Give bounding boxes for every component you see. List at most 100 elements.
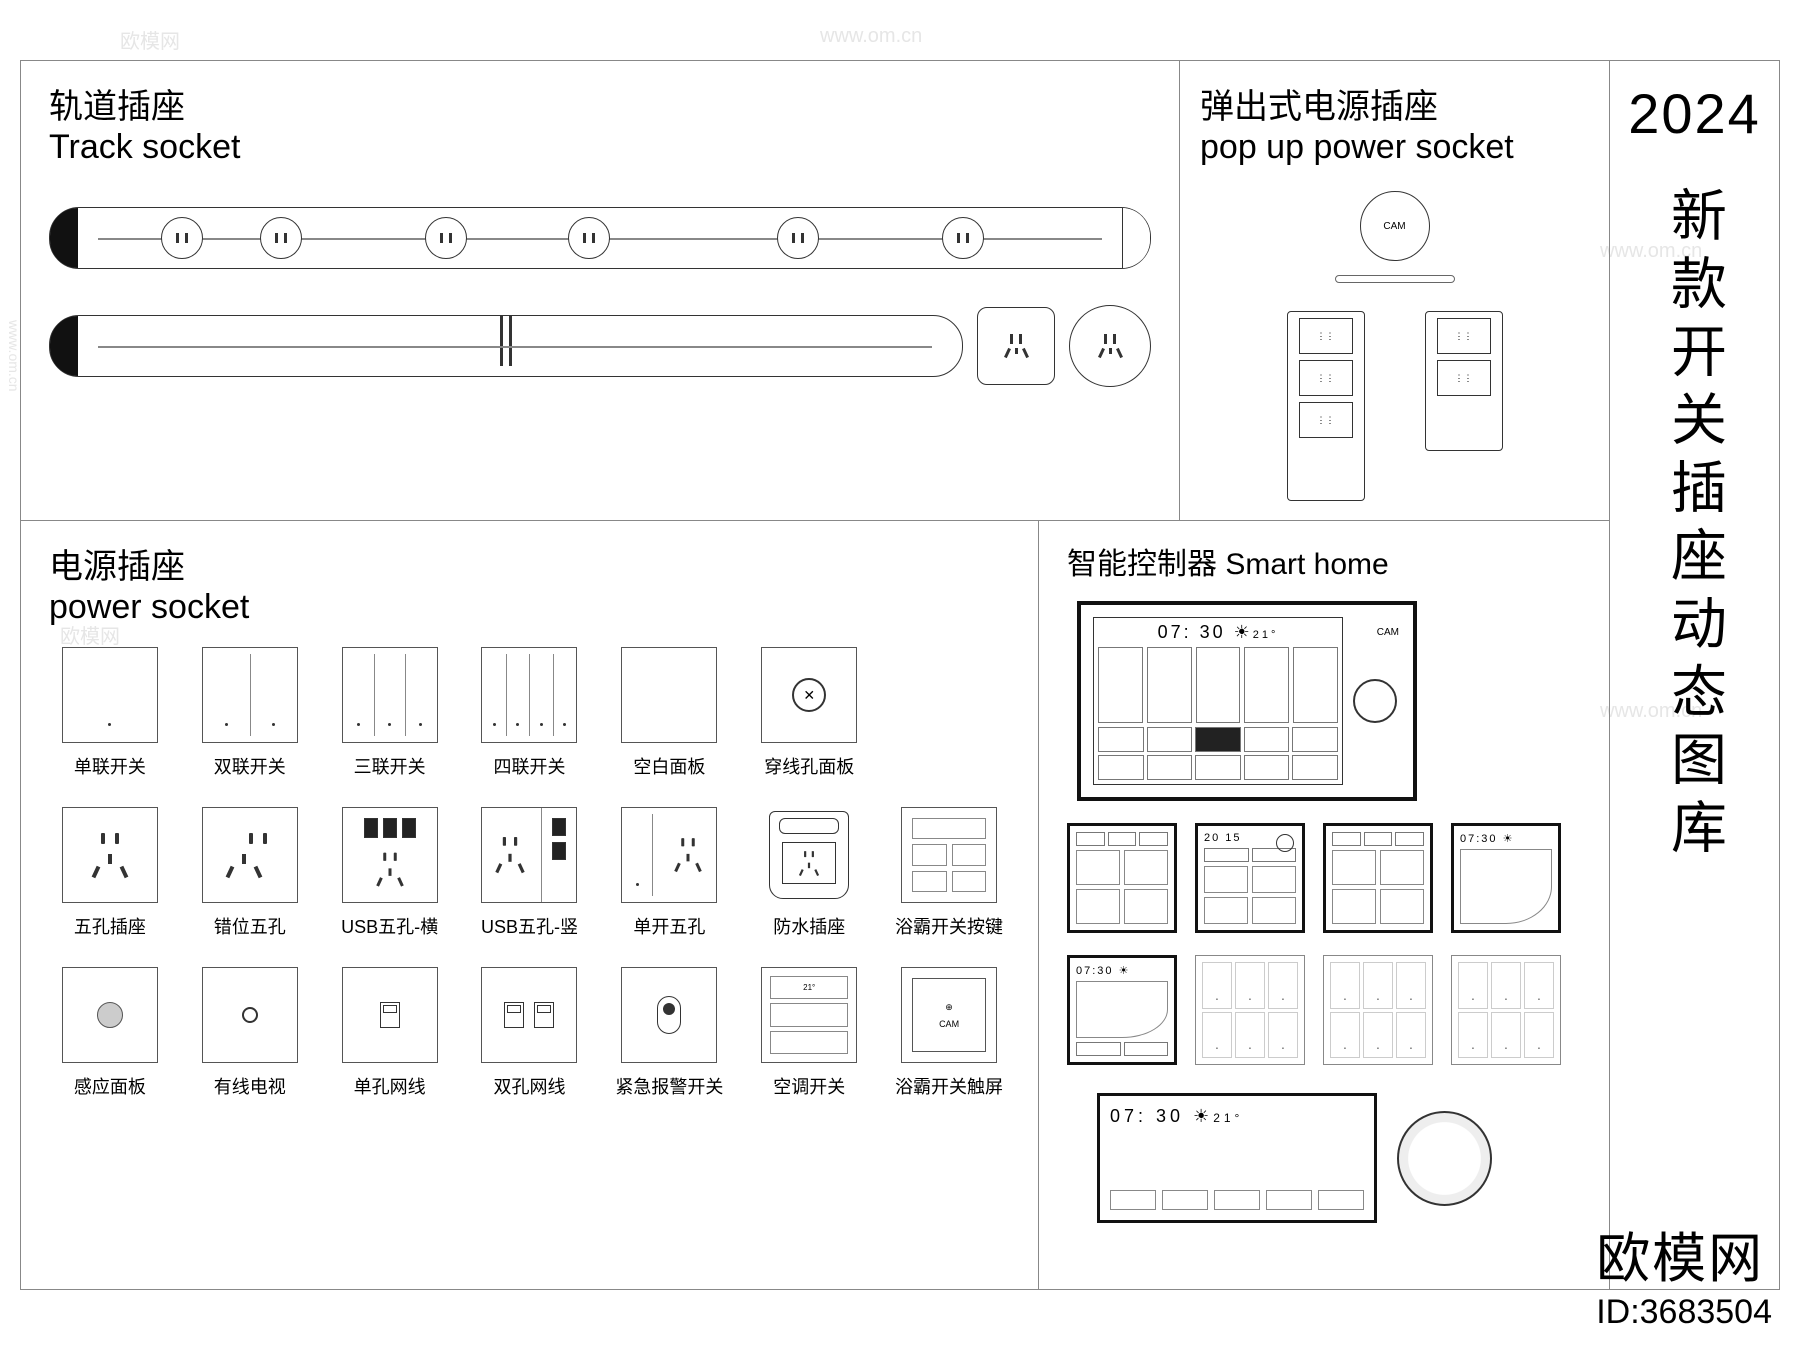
popup-title-en: pop up power socket	[1200, 128, 1514, 167]
socket-item: 错位五孔	[189, 807, 311, 939]
bottom-row: 电源插座 power socket 单联开关 双联开关 三联开关 四联开关 空白面板 穿线…	[21, 521, 1609, 1289]
socket-label: 双联开关	[214, 753, 286, 779]
socket-label: 四联开关	[493, 753, 565, 779]
socket-label: 穿线孔面板	[764, 753, 854, 779]
smart-big-cam-label: CAM	[1377, 627, 1399, 638]
track-socket-panel: 轨道插座 Track socket	[21, 61, 1179, 520]
socket-item: USB五孔-横	[329, 807, 451, 939]
socket-label: 感应面板	[74, 1073, 146, 1099]
main-column: 轨道插座 Track socket	[21, 61, 1609, 1289]
smart-panel-small	[1195, 955, 1305, 1065]
socket-item: 五孔插座	[49, 807, 171, 939]
socket-item: 穿线孔面板	[748, 647, 870, 779]
socket-plate-icon	[761, 647, 857, 743]
smart-panel-small	[1323, 955, 1433, 1065]
socket-label: USB五孔-横	[341, 913, 438, 939]
top-row: 轨道插座 Track socket	[21, 61, 1609, 521]
smart-title: 智能控制器 Smart home	[1067, 539, 1589, 583]
socket-item: 单联开关	[49, 647, 171, 779]
socket-plate-icon	[62, 967, 158, 1063]
outlet-round-icon	[1069, 305, 1151, 387]
socket-item: 双孔网线	[469, 967, 591, 1099]
socket-item: ⊕CAM浴霸开关触屏	[888, 967, 1010, 1099]
socket-item: 三联开关	[329, 647, 451, 779]
smart-rotary-knob-icon	[1397, 1111, 1492, 1206]
socket-item: 单孔网线	[329, 967, 451, 1099]
smart-row-2: 07:30 ☀	[1067, 955, 1589, 1065]
socket-label: 紧急报警开关	[615, 1073, 723, 1099]
smart-big-temp: 21°	[1253, 629, 1279, 641]
socket-item: 浴霸开关按键	[888, 807, 1010, 939]
smart-bottom-temp: 21°	[1213, 1111, 1243, 1125]
socket-item: 单开五孔	[608, 807, 730, 939]
socket-label: 单联开关	[74, 753, 146, 779]
socket-label: 有线电视	[214, 1073, 286, 1099]
socket-plate-icon	[342, 807, 438, 903]
socket-plate-icon: 21°	[761, 967, 857, 1063]
track-strip-2	[49, 315, 963, 377]
socket-plate-icon	[62, 807, 158, 903]
socket-plate-icon	[202, 647, 298, 743]
smart-panel-small	[1067, 823, 1177, 933]
socket-item: USB五孔-竖	[469, 807, 591, 939]
popup-tower-short: ⋮⋮⋮⋮	[1425, 311, 1503, 451]
socket-plate-icon	[481, 807, 577, 903]
smart-panel-small: 20 15	[1195, 823, 1305, 933]
popup-slot-icon	[1335, 275, 1455, 283]
track-title-zh: 轨道插座	[49, 79, 1151, 128]
smart-panel-small	[1323, 823, 1433, 933]
smart-bottom-row: 07: 30 ☀21°	[1067, 1093, 1589, 1223]
faint-watermark: www.om.cn	[820, 25, 922, 48]
power-title-zh: 电源插座	[49, 539, 1010, 588]
socket-item: 紧急报警开关	[608, 967, 730, 1099]
power-socket-grid: 单联开关 双联开关 三联开关 四联开关 空白面板 穿线孔面板 五孔插座 错位五孔 USB五…	[49, 647, 1010, 1099]
socket-plate-icon	[342, 647, 438, 743]
socket-plate-icon	[761, 807, 857, 903]
smart-big-knob-icon	[1353, 679, 1397, 723]
socket-label: 三联开关	[354, 753, 426, 779]
smart-display-wide: 07: 30 ☀21°	[1097, 1093, 1377, 1223]
socket-item: 四联开关	[469, 647, 591, 779]
socket-plate-icon	[62, 647, 158, 743]
smart-bottom-time: 07: 30	[1110, 1106, 1184, 1126]
socket-plate-icon	[621, 807, 717, 903]
socket-plate-icon	[901, 807, 997, 903]
socket-plate-icon	[342, 967, 438, 1063]
socket-plate-icon	[621, 967, 717, 1063]
socket-plate-icon	[481, 647, 577, 743]
popup-title-zh: 弹出式电源插座	[1200, 79, 1438, 128]
smart-panel-small	[1451, 955, 1561, 1065]
socket-item: 感应面板	[49, 967, 171, 1099]
socket-label: 双孔网线	[493, 1073, 565, 1099]
watermark-id: ID:3683504	[1596, 1293, 1772, 1332]
socket-label: USB五孔-竖	[481, 913, 578, 939]
power-socket-panel: 电源插座 power socket 单联开关 双联开关 三联开关 四联开关 空白面板 穿线…	[21, 521, 1039, 1289]
socket-label: 防水插座	[773, 913, 845, 939]
socket-item: 21° 空调开关	[748, 967, 870, 1099]
power-title-en: power socket	[49, 588, 1010, 627]
right-title-column: 2024 新款开关插座动态图库	[1609, 61, 1779, 1289]
smart-controller-large: 07: 30 ☀21° CAM	[1077, 601, 1417, 801]
socket-plate-icon	[621, 647, 717, 743]
smart-row-1: 20 15 07:30 ☀	[1067, 823, 1589, 933]
socket-plate-icon	[202, 807, 298, 903]
socket-plate-icon	[202, 967, 298, 1063]
socket-label: 单开五孔	[633, 913, 705, 939]
popup-socket-panel: 弹出式电源插座 pop up power socket CAM ⋮⋮⋮⋮⋮⋮ ⋮…	[1179, 61, 1609, 520]
socket-label: 浴霸开关按键	[895, 913, 1003, 939]
smart-big-time: 07: 30	[1158, 622, 1226, 642]
socket-label: 错位五孔	[214, 913, 286, 939]
track-strip-1	[49, 207, 1151, 269]
popup-tower-tall: ⋮⋮⋮⋮⋮⋮	[1287, 311, 1365, 501]
outlet-square-icon	[977, 307, 1055, 385]
socket-label: 空调开关	[773, 1073, 845, 1099]
track-title-en: Track socket	[49, 128, 1151, 167]
socket-label: 空白面板	[633, 753, 705, 779]
socket-item: 空白面板	[608, 647, 730, 779]
socket-plate-icon: ⊕CAM	[901, 967, 997, 1063]
socket-item: 双联开关	[189, 647, 311, 779]
socket-label: 五孔插座	[74, 913, 146, 939]
page-frame: 轨道插座 Track socket	[20, 60, 1780, 1290]
popup-cap-icon: CAM	[1360, 191, 1430, 261]
smart-panel-small: 07:30 ☀	[1451, 823, 1561, 933]
